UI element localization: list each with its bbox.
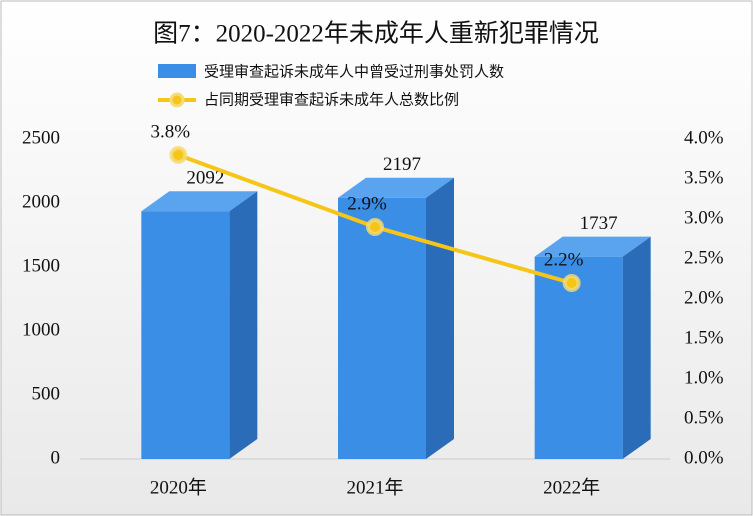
x-tick-label: 2021年 — [346, 476, 403, 498]
legend-swatch — [169, 92, 185, 108]
line-marker — [366, 218, 384, 236]
bar-value-label: 2197 — [383, 154, 421, 175]
bar-top — [141, 191, 258, 212]
y2-tick-label: 0.5% — [684, 407, 724, 428]
legend: 受理审查起诉未成年人中曾受过刑事处罚人数 占同期受理审查起诉未成年人总数比例 — [158, 63, 504, 109]
bar-side — [622, 236, 651, 459]
y-tick-label: 2500 — [22, 127, 60, 148]
x-tick-label: 2022年 — [543, 476, 600, 498]
bar-value-label: 2092 — [186, 168, 224, 189]
line-value-label: 3.8% — [151, 121, 191, 142]
y2-tick-label: 3.5% — [684, 167, 724, 188]
y2-tick-label: 2.0% — [684, 287, 724, 308]
bar-side — [229, 191, 258, 459]
y-tick-label: 0 — [51, 447, 61, 468]
line-value-label: 2.9% — [347, 193, 387, 214]
y-tick-label: 1500 — [22, 255, 60, 276]
bar — [141, 211, 230, 459]
y2-tick-label: 1.5% — [684, 327, 724, 348]
legend-label: 受理审查起诉未成年人中曾受过刑事处罚人数 — [204, 63, 504, 81]
legend-label: 占同期受理审查起诉未成年人总数比例 — [204, 91, 459, 109]
y2-tick-label: 4.0% — [684, 127, 724, 148]
y-tick-label: 1000 — [22, 319, 60, 340]
bar-value-label: 1737 — [580, 213, 618, 234]
line-value-label: 2.2% — [544, 249, 584, 270]
y2-tick-label: 2.5% — [684, 247, 724, 268]
bar — [534, 256, 623, 459]
bar — [338, 197, 426, 459]
y2-tick-label: 3.0% — [684, 207, 724, 228]
bar-side — [426, 177, 454, 459]
x-tick-label: 2020年 — [150, 476, 207, 498]
y-tick-label: 2000 — [22, 191, 60, 212]
y2-tick-label: 1.0% — [684, 367, 724, 388]
chart-title: 图7：2020-2022年未成年人重新犯罪情况 — [153, 20, 599, 48]
line-marker — [169, 146, 188, 164]
bar-top — [338, 177, 454, 198]
legend-swatch — [158, 64, 196, 78]
bar-top — [534, 236, 651, 257]
y-tick-label: 500 — [32, 383, 61, 404]
line-marker — [562, 274, 581, 292]
y2-tick-label: 0.0% — [684, 447, 724, 468]
